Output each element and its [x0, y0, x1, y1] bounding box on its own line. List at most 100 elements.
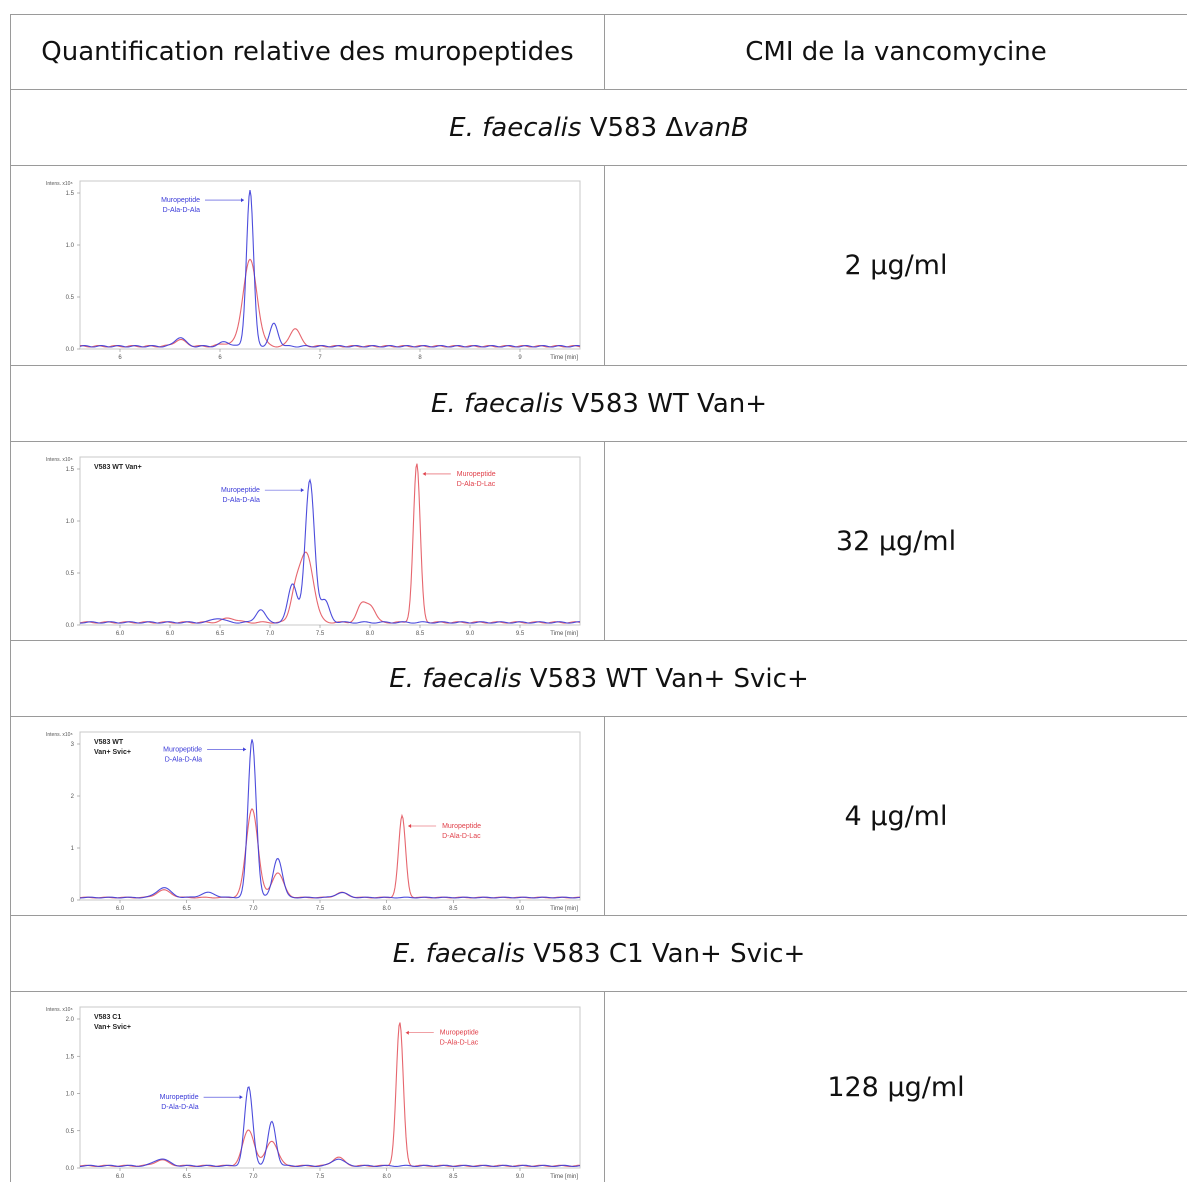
- x-tick-label: 9.0: [516, 1174, 525, 1180]
- y-tick-label: 0.5: [66, 1129, 75, 1135]
- plot-label: Van+ Svic+: [94, 1024, 131, 1031]
- mic-value: 32 µg/ml: [835, 525, 957, 557]
- y-tick-label: 1.5: [66, 467, 75, 473]
- y-tick-label: 0.5: [66, 571, 75, 577]
- arrow-head: [241, 198, 244, 203]
- y-tick-label: 0.0: [66, 347, 75, 353]
- x-tick-label: 6.5: [182, 906, 191, 912]
- x-tick-label: 7.0: [249, 906, 258, 912]
- chromatogram-svg: Intens. x10⁸ 0.0 0.5 1.0 1.5 2.0 6.0 6.5 7.0 7.5 8…: [46, 1006, 581, 1180]
- row-divider: [10, 991, 1187, 992]
- x-tick-label: 7.5: [316, 1174, 325, 1180]
- x-tick-label: 8.5: [449, 1174, 458, 1180]
- chromatogram-svg: Intens. x10⁸ 0.0 0.5 1.0 1.5 6.0 6.0 6.5 7.0 7.5 8…: [46, 456, 581, 637]
- trace-red: [79, 258, 581, 348]
- y-tick-label: 0: [71, 898, 75, 904]
- x-tick-label: 8: [418, 355, 422, 361]
- row-divider: [10, 716, 1187, 717]
- y-axis-label: Intens. x10⁸: [46, 181, 73, 187]
- row-divider: [10, 165, 1187, 166]
- x-axis-label: Time [min]: [550, 906, 578, 912]
- strain-name: V583 WT Van+: [571, 388, 768, 419]
- peak-annotation: Muropeptide: [163, 746, 202, 753]
- y-axis-label: Intens. x10⁸: [46, 457, 73, 463]
- peak-annotation: D-Ala-D-Lac: [442, 833, 481, 840]
- peak-annotation: Muropeptide: [442, 823, 481, 830]
- strain-name: V583 WT Van+ Svic+: [529, 663, 809, 694]
- plot-label: V583 WT: [94, 739, 124, 746]
- column-divider: [604, 716, 605, 916]
- x-tick-label: 6.0: [116, 631, 125, 637]
- y-tick-label: 0.0: [66, 623, 75, 629]
- chromatogram-svg: Intens. x10⁸ 0.0 0.5 1.0 1.5 6 6 7 8 9 Time [min] M…: [46, 180, 581, 361]
- y-tick-label: 1.0: [66, 243, 75, 249]
- y-tick-label: 2.0: [66, 1017, 75, 1023]
- strain-name: V583 C1 Van+ Svic+: [533, 938, 806, 969]
- column-divider: [604, 441, 605, 641]
- y-tick-label: 2: [71, 794, 75, 800]
- header-vancomycin-mic: CMI de la vancomycine: [745, 37, 1047, 67]
- y-tick-label: 3: [71, 742, 75, 748]
- y-tick-label: 0.5: [66, 295, 75, 301]
- x-tick-label: 7.5: [316, 906, 325, 912]
- y-tick-label: 1.5: [66, 1054, 75, 1060]
- x-tick-label: 8.0: [382, 1174, 391, 1180]
- x-tick-label: 6: [118, 355, 122, 361]
- row-divider: [10, 915, 1187, 916]
- y-tick-label: 1: [71, 846, 75, 852]
- section-title-wt-van-svic: E. faecalis V583 WT Van+ Svic+: [11, 641, 1187, 716]
- plot-label: V583 WT Van+: [94, 464, 142, 471]
- trace-red: [79, 808, 580, 899]
- x-tick-label: 8.0: [366, 631, 375, 637]
- arrow-head: [300, 488, 304, 493]
- y-tick-label: 1.5: [66, 191, 75, 197]
- x-tick-label: 6.5: [216, 631, 225, 637]
- plot-label: V583 C1: [94, 1014, 121, 1021]
- chromatogram-chart: Intens. x10⁸ 0.0 0.5 1.0 1.5 2.0 6.0 6.5 7.0 7.5 8…: [44, 1001, 584, 1182]
- mic-value: 2 µg/ml: [844, 250, 948, 281]
- trace-blue: [79, 478, 581, 624]
- x-axis-label: Time [min]: [550, 1174, 578, 1180]
- trace-red: [79, 1022, 580, 1167]
- x-axis-label: Time [min]: [550, 355, 578, 361]
- gene-name: vanB: [683, 112, 749, 143]
- peak-annotation: D-Ala-D-Ala: [161, 1104, 198, 1111]
- chromatogram-svg: Intens. x10⁸ 0 1 2 3 6.0 6.5 7.0 7.5 8.0 8.5 9.0 Tim…: [46, 731, 581, 912]
- x-tick-label: 8.5: [449, 906, 458, 912]
- peak-annotation: Muropeptide: [160, 1094, 199, 1101]
- column-divider: [604, 165, 605, 365]
- row-divider: [10, 441, 1187, 442]
- arrow-head: [405, 1030, 409, 1035]
- peak-annotation: D-Ala-D-Ala: [223, 497, 260, 504]
- peak-annotation: Muropeptide: [457, 471, 496, 478]
- plot-frame: [79, 1006, 581, 1169]
- trace-blue: [79, 739, 581, 899]
- x-tick-label: 9.0: [516, 906, 525, 912]
- peak-annotation: D-Ala-D-Ala: [165, 756, 202, 763]
- y-tick-label: 1.0: [66, 1092, 75, 1098]
- peak-annotation: D-Ala-D-Lac: [440, 1040, 479, 1047]
- species-name: E. faecalis: [392, 938, 525, 969]
- y-tick-label: 0.0: [66, 1166, 75, 1172]
- chromatogram-chart: Intens. x10⁸ 0 1 2 3 6.0 6.5 7.0 7.5 8.0 8.5 9.0 Tim…: [44, 726, 584, 914]
- header-muropeptide-quantification: Quantification relative des muropeptides: [41, 37, 574, 67]
- table-border-top: [10, 14, 1187, 15]
- chromatogram-chart: Intens. x10⁸ 0.0 0.5 1.0 1.5 6.0 6.0 6.5 7.0 7.5 8…: [44, 451, 584, 639]
- x-tick-label: 8.5: [416, 631, 425, 637]
- arrow-head: [408, 824, 412, 828]
- peak-annotation: Muropeptide: [440, 1030, 479, 1037]
- trace-blue: [79, 1086, 581, 1167]
- x-tick-label: 6.0: [116, 906, 125, 912]
- table-border-left: [10, 14, 11, 1182]
- row-divider: [10, 365, 1187, 366]
- peak-annotation: D-Ala-D-Lac: [457, 481, 496, 488]
- strain-name: V583 Δ: [589, 112, 684, 143]
- x-tick-label: 9.0: [466, 631, 475, 637]
- x-tick-label: 7.5: [316, 631, 325, 637]
- peak-annotation: Muropeptide: [161, 197, 200, 204]
- plot-frame: [79, 456, 581, 626]
- x-tick-label: 9: [518, 355, 522, 361]
- column-divider: [604, 14, 605, 90]
